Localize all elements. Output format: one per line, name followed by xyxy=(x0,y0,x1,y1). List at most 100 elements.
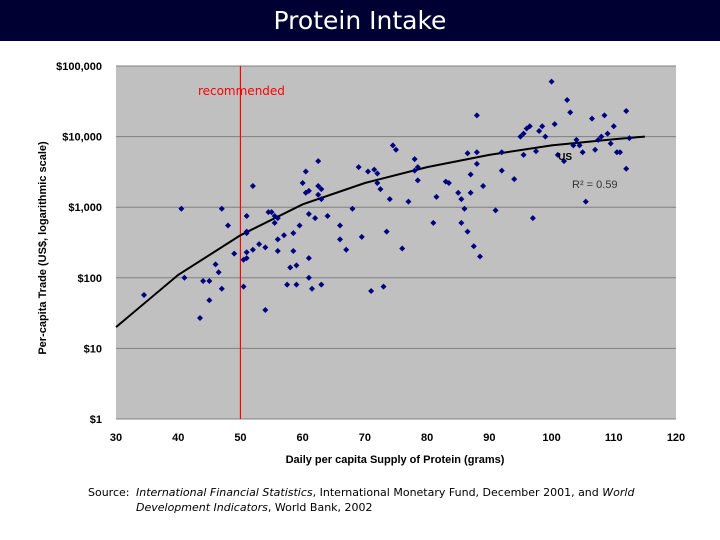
y-tick-label: $10 xyxy=(84,343,102,355)
plot-area xyxy=(116,66,676,419)
data-point xyxy=(539,123,546,130)
data-point xyxy=(564,96,571,103)
y-tick-label: $1 xyxy=(90,414,102,426)
data-point xyxy=(262,244,269,251)
x-tick-label: 60 xyxy=(297,432,309,444)
data-point xyxy=(312,215,319,222)
data-point xyxy=(302,168,309,175)
data-point xyxy=(492,207,499,214)
data-point xyxy=(243,249,250,256)
data-point xyxy=(458,219,465,226)
data-point xyxy=(607,140,614,147)
data-point xyxy=(274,247,281,254)
data-point xyxy=(268,209,275,216)
data-point xyxy=(464,150,471,157)
data-point xyxy=(473,112,480,119)
data-point xyxy=(626,135,633,142)
data-point xyxy=(256,241,263,248)
data-point xyxy=(337,222,343,229)
data-point xyxy=(271,219,278,226)
data-point xyxy=(243,230,250,237)
data-point xyxy=(405,198,412,205)
data-point xyxy=(206,278,213,285)
data-point xyxy=(293,281,300,288)
data-point xyxy=(337,236,343,243)
data-point xyxy=(520,151,527,158)
data-point xyxy=(455,189,462,196)
x-tick-label: 100 xyxy=(542,432,560,444)
data-point xyxy=(324,213,331,220)
data-point xyxy=(573,136,580,143)
data-point xyxy=(430,219,437,226)
x-tick-label: 80 xyxy=(421,432,433,444)
data-point xyxy=(274,215,281,222)
us-label: US xyxy=(558,152,572,163)
data-point xyxy=(604,130,611,137)
data-point xyxy=(315,191,322,198)
data-point xyxy=(225,222,231,229)
data-point xyxy=(389,142,396,149)
data-point xyxy=(623,165,630,172)
data-point xyxy=(377,186,384,193)
data-point xyxy=(592,146,599,153)
x-tick-label: 50 xyxy=(234,432,246,444)
data-point xyxy=(374,180,381,187)
data-point xyxy=(570,142,577,149)
x-tick-label: 70 xyxy=(359,432,371,444)
data-point xyxy=(467,189,474,196)
data-point xyxy=(318,196,325,203)
x-tick-label: 90 xyxy=(483,432,495,444)
data-point xyxy=(309,285,315,292)
data-point xyxy=(305,187,312,194)
data-point xyxy=(365,168,371,175)
data-point xyxy=(617,149,623,156)
source-note: Source: International Financial Statisti… xyxy=(88,485,708,515)
data-point xyxy=(551,121,558,128)
data-point xyxy=(318,186,325,193)
y-tick-label: $1,000 xyxy=(68,202,102,214)
data-point xyxy=(215,269,222,276)
data-point xyxy=(561,158,567,165)
data-point xyxy=(212,261,219,268)
data-point xyxy=(315,182,322,189)
x-tick-label: 40 xyxy=(172,432,184,444)
data-point xyxy=(598,133,605,140)
data-point xyxy=(281,232,287,239)
data-point xyxy=(461,205,468,212)
data-point xyxy=(414,164,421,171)
data-point xyxy=(473,149,480,156)
data-point xyxy=(498,167,505,174)
r-squared-label: R² = 0.59 xyxy=(572,179,618,191)
data-point xyxy=(141,292,147,299)
data-point xyxy=(517,133,524,140)
data-point xyxy=(249,182,256,189)
data-point xyxy=(542,133,549,140)
data-point xyxy=(290,247,297,254)
data-point xyxy=(305,274,312,281)
data-point xyxy=(355,164,362,171)
data-point xyxy=(318,281,325,288)
data-point xyxy=(305,211,312,218)
data-point xyxy=(305,255,312,262)
data-point xyxy=(386,196,393,203)
data-point xyxy=(623,108,630,115)
data-point xyxy=(231,250,238,257)
data-point xyxy=(293,262,300,269)
data-point xyxy=(197,314,203,321)
data-point xyxy=(567,109,574,116)
data-point xyxy=(374,170,381,177)
data-point xyxy=(383,228,390,235)
data-point xyxy=(473,160,480,167)
y-tick-label: $100,000 xyxy=(56,61,102,73)
data-point xyxy=(249,246,256,253)
data-point xyxy=(200,278,207,285)
data-point xyxy=(243,213,250,220)
data-point xyxy=(399,245,406,252)
source-label: Source: xyxy=(88,486,130,499)
source-italic-2: World Development Indicators xyxy=(136,486,635,514)
y-tick-label: $100 xyxy=(78,273,102,285)
data-point xyxy=(613,149,620,156)
y-tick-label: $10,000 xyxy=(62,132,102,144)
data-point xyxy=(589,115,595,122)
data-point xyxy=(464,228,471,235)
